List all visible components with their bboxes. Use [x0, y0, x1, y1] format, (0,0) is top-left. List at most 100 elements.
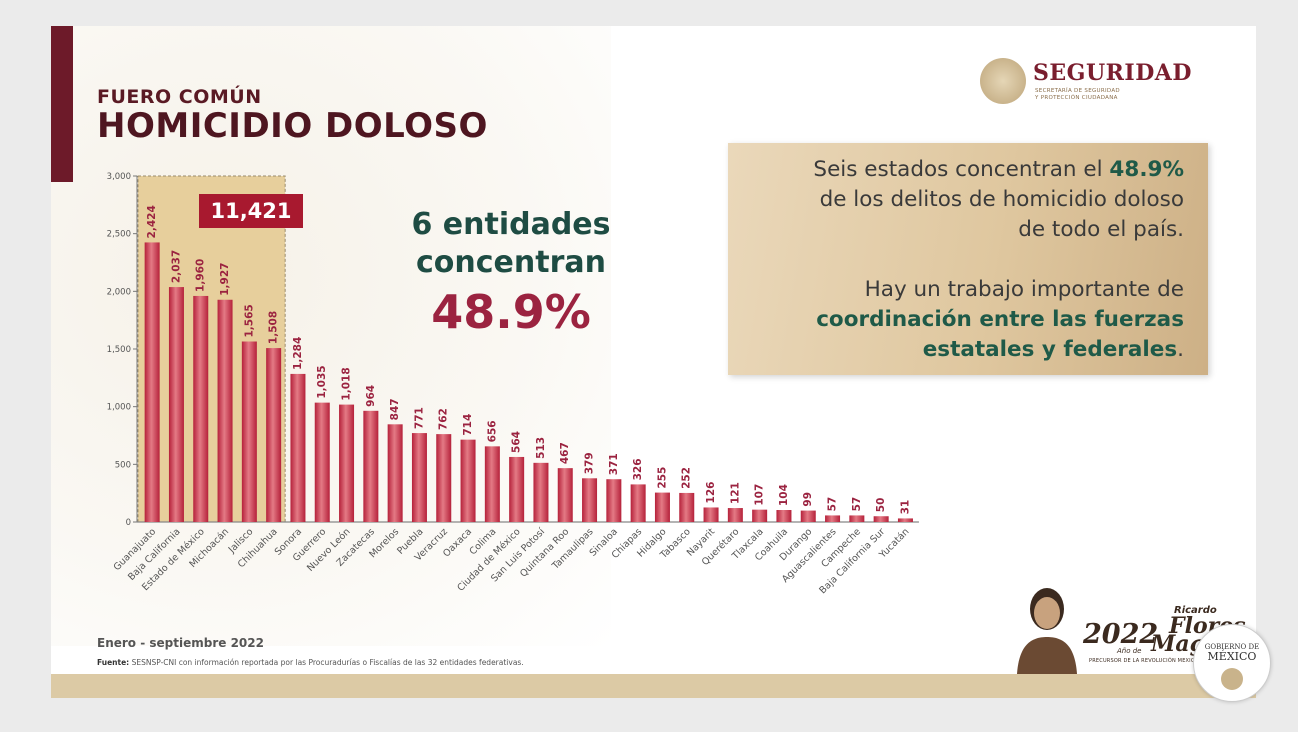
- info-p2-d: .: [1177, 337, 1184, 362]
- info-p1-a: Seis estados concentran el: [813, 157, 1110, 182]
- bar: [533, 462, 549, 522]
- y-tick-label: 2,000: [107, 287, 131, 297]
- bar: [387, 424, 403, 522]
- logo-subtitle-1: SECRETARÍA DE SEGURIDAD: [1035, 88, 1120, 94]
- bar-value-label: 2,037: [170, 250, 182, 283]
- info-paragraph-1: Seis estados concentran el 48.9% de los …: [813, 155, 1184, 245]
- bar: [436, 434, 452, 522]
- logo-name: SEGURIDAD: [1033, 60, 1192, 86]
- bar-value-label: 252: [681, 467, 693, 489]
- info-paragraph-2: Hay un trabajo importante de coordinació…: [816, 275, 1184, 365]
- bar: [314, 402, 330, 522]
- eagle-seal-icon: [980, 58, 1026, 104]
- bar: [193, 295, 209, 522]
- bar: [241, 341, 257, 522]
- bar-value-label: 126: [705, 482, 717, 504]
- bar-value-label: 2,424: [146, 205, 158, 238]
- gob-badge-bottom: MÉXICO: [1207, 650, 1257, 663]
- callout-line-2: concentran: [416, 245, 606, 280]
- info-p1-percent: 48.9%: [1109, 157, 1184, 182]
- bar-value-label: 762: [438, 408, 450, 430]
- bar: [460, 439, 476, 522]
- bar: [168, 287, 184, 522]
- bar-value-label: 1,927: [219, 263, 231, 296]
- bar: [825, 515, 841, 522]
- highlight-region: [137, 175, 286, 523]
- bar-value-label: 714: [462, 414, 474, 436]
- bar: [873, 516, 889, 522]
- gobierno-mexico-badge: GOBIERNO DE MÉXICO: [1193, 624, 1271, 702]
- y-tick-label: 1,000: [107, 403, 131, 413]
- info-p2-c: estatales y federales: [922, 337, 1178, 362]
- commemorative-anio: Año de: [1117, 647, 1142, 655]
- bar: [849, 515, 865, 522]
- total-box: [199, 194, 303, 228]
- bar: [509, 456, 525, 522]
- y-tick-label: 0: [126, 518, 131, 528]
- bar-value-label: 467: [559, 442, 571, 464]
- bar-value-label: 57: [851, 497, 863, 512]
- bar-value-label: 371: [608, 453, 620, 475]
- bar: [266, 348, 282, 522]
- bar: [411, 433, 427, 522]
- bar-chart: 11,421 0 500 1,000 1,500 2,000 2,500 3,000 2,424…: [107, 172, 919, 596]
- commemorative-tagline: PRECURSOR DE LA REVOLUCIÓN MEXICANA: [1089, 658, 1206, 664]
- slide-subtitle: FUERO COMÚN: [97, 86, 262, 108]
- bar: [606, 479, 622, 522]
- bar: [727, 508, 743, 522]
- bar: [630, 484, 646, 522]
- bar-value-label: 379: [584, 452, 596, 474]
- bar-value-label: 104: [778, 484, 790, 506]
- slide-title: HOMICIDIO DOLOSO: [97, 106, 488, 146]
- bar: [144, 242, 160, 522]
- bar-value-label: 1,508: [268, 311, 280, 344]
- bar-value-label: 1,035: [316, 365, 328, 398]
- bar-value-label: 1,018: [341, 367, 353, 400]
- concentration-callout: 6 entidades concentran 48.9%: [381, 206, 641, 342]
- bar-value-label: 847: [389, 398, 401, 420]
- bar: [290, 373, 306, 522]
- bar-value-label: 50: [875, 498, 887, 513]
- source-label: Fuente:: [97, 658, 130, 667]
- source-text: SESNSP-CNI con información reportada por…: [131, 658, 524, 667]
- callout-line-1: 6 entidades: [411, 207, 611, 242]
- bar: [800, 510, 816, 522]
- bar: [557, 468, 573, 522]
- bar: [776, 510, 792, 522]
- bar-value-label: 57: [827, 497, 839, 512]
- bar-value-label: 513: [535, 437, 547, 459]
- bar-value-label: 326: [632, 458, 644, 480]
- bar-value-label: 255: [656, 467, 668, 489]
- y-tick-label: 1,500: [107, 345, 131, 355]
- bar-value-label: 1,284: [292, 337, 304, 370]
- bar: [654, 492, 670, 522]
- bar: [339, 404, 355, 522]
- info-p2-b: coordinación entre las fuerzas: [816, 307, 1184, 332]
- bar: [363, 410, 379, 522]
- source-note: Fuente: SESNSP-CNI con información repor…: [97, 658, 524, 667]
- bar-value-label: 31: [899, 500, 911, 515]
- info-box: Seis estados concentran el 48.9% de los …: [728, 143, 1208, 375]
- info-p1-c: de los delitos de homicidio doloso: [819, 187, 1184, 212]
- slide: FUERO COMÚN HOMICIDIO DOLOSO SEGURIDAD S…: [51, 26, 1256, 698]
- bar-value-label: 964: [365, 385, 377, 407]
- bar: [703, 507, 719, 522]
- bar: [897, 518, 913, 522]
- bar: [484, 446, 500, 522]
- bar-value-label: 107: [754, 484, 766, 506]
- accent-strip: [51, 26, 73, 182]
- commemorative-year: 2022: [1083, 619, 1159, 650]
- bar-value-label: 656: [486, 420, 498, 442]
- bar-value-label: 1,565: [243, 304, 255, 337]
- bar-value-label: 1,960: [195, 259, 207, 292]
- bar-value-label: 771: [413, 407, 425, 429]
- bar: [679, 492, 695, 522]
- bar-value-label: 99: [802, 492, 814, 507]
- y-tick-label: 2,500: [107, 230, 131, 240]
- portrait-illustration: [1017, 588, 1077, 674]
- info-p2-a: Hay un trabajo importante de: [864, 277, 1184, 302]
- eagle-seal-icon: [1221, 668, 1243, 690]
- total-label: 11,421: [210, 199, 291, 223]
- period-label: Enero - septiembre 2022: [97, 636, 264, 650]
- gob-badge-top: GOBIERNO DE: [1204, 643, 1260, 651]
